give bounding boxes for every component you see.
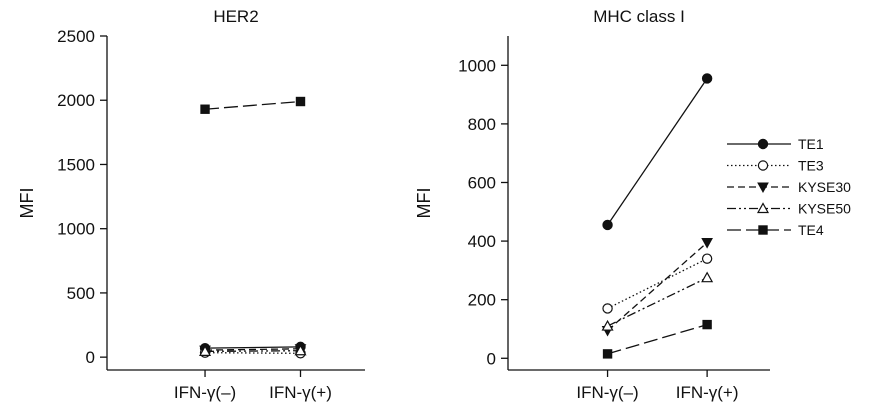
legend-marker (758, 225, 768, 235)
data-point-kyse50 (601, 319, 614, 331)
legend: TE1 TE3 KYSE30 KYSE50 TE4 (727, 136, 851, 238)
data-point-te1 (602, 219, 613, 231)
y-tick-label: 200 (468, 291, 496, 310)
y-tick-label: 0 (86, 348, 95, 367)
series-te3 (602, 253, 713, 314)
legend-marker (757, 182, 769, 194)
legend-entry-te4: TE4 (727, 222, 824, 238)
series-line-te4 (607, 323, 708, 355)
series-line-te1 (205, 346, 301, 349)
series-line-te1 (607, 78, 708, 226)
legend-label: TE3 (798, 158, 824, 174)
x-tick-label: IFN-γ(–) (174, 383, 236, 402)
legend-entry-kyse50: KYSE50 (727, 201, 851, 217)
x-tick-label: IFN-γ(+) (676, 383, 739, 402)
data-point-te4 (702, 319, 712, 330)
series-kyse50 (601, 271, 714, 331)
data-point-te4 (200, 104, 210, 114)
data-point-te4 (295, 96, 306, 107)
legend-entry-te3: TE3 (727, 158, 824, 174)
legend-marker (757, 160, 769, 171)
y-tick-label: 500 (67, 284, 95, 303)
legend-entry-kyse30: KYSE30 (727, 179, 851, 195)
legend-marker (757, 138, 769, 150)
legend-entry-te1: TE1 (727, 136, 824, 152)
series-line-kyse30 (607, 242, 708, 331)
data-point-te3 (701, 253, 713, 264)
y-tick-label: 2000 (57, 91, 95, 110)
legend-label: TE1 (798, 136, 824, 152)
chart-title: HER2 (213, 7, 258, 26)
y-axis-label: MFI (414, 188, 434, 219)
y-tick-label: 1500 (57, 155, 95, 174)
series-te4 (602, 319, 712, 359)
series-line-kyse30 (205, 348, 301, 351)
mhc-class-i-panel: MHC class I 0 200 400 600 800 1000 MFI IFN-γ(–) I… (414, 7, 770, 402)
series-kyse50 (199, 344, 307, 356)
legend-label: KYSE50 (798, 201, 851, 217)
legend-label: KYSE30 (798, 179, 851, 195)
x-tick-label: IFN-γ(+) (269, 383, 332, 402)
series-line-te4 (204, 100, 301, 110)
series-line-te3 (205, 352, 301, 354)
data-point-kyse30 (701, 238, 713, 249)
legend-label: TE4 (798, 222, 824, 238)
data-point-kyse50 (701, 271, 714, 283)
x-tick-label: IFN-γ(–) (576, 383, 638, 402)
series-te4 (200, 96, 306, 114)
y-tick-label: 800 (468, 115, 496, 134)
series-te1 (602, 73, 713, 231)
her2-panel: HER2 0 500 1000 1500 2000 2500 MFI IFN-γ(–) IFN-γ… (17, 7, 365, 402)
data-point-te3 (602, 303, 613, 314)
series-line-kyse50 (607, 277, 708, 327)
y-tick-label: 1000 (458, 56, 496, 75)
series-line-kyse50 (205, 350, 301, 353)
y-tick-label: 400 (468, 232, 496, 251)
y-tick-label: 1000 (57, 220, 95, 239)
y-axis-label: MFI (17, 188, 37, 219)
data-point-te1 (701, 73, 713, 84)
data-point-te4 (602, 349, 613, 359)
y-tick-label: 0 (487, 349, 496, 368)
y-tick-label: 2500 (57, 27, 95, 46)
y-tick-label: 600 (468, 173, 496, 192)
chart-title: MHC class I (593, 7, 685, 26)
data-point-kyse50 (294, 344, 307, 356)
legend-marker (756, 202, 770, 214)
series-line-te3 (607, 258, 708, 310)
data-point-kyse50 (199, 345, 212, 356)
